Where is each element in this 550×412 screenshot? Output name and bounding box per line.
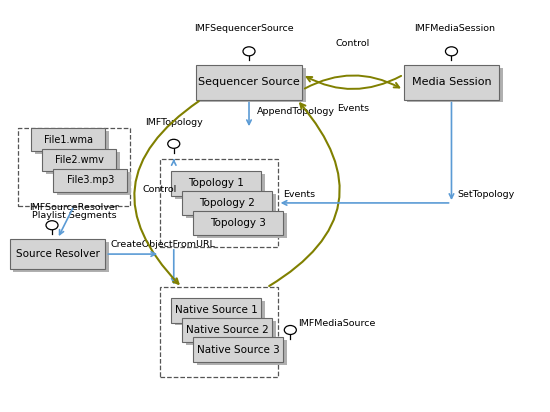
Bar — [160, 288, 278, 377]
FancyBboxPatch shape — [57, 172, 131, 194]
Text: Playlist Segments: Playlist Segments — [31, 211, 116, 220]
FancyBboxPatch shape — [46, 152, 120, 174]
Text: Control: Control — [143, 185, 177, 194]
FancyBboxPatch shape — [42, 149, 116, 171]
FancyBboxPatch shape — [186, 194, 276, 218]
Text: IMFMediaSession: IMFMediaSession — [414, 24, 494, 33]
FancyBboxPatch shape — [182, 191, 272, 215]
FancyArrowPatch shape — [305, 75, 399, 89]
FancyArrowPatch shape — [134, 101, 199, 284]
Text: Control: Control — [336, 40, 370, 49]
Text: Topology 3: Topology 3 — [210, 218, 266, 228]
Text: Topology 2: Topology 2 — [199, 198, 255, 208]
FancyBboxPatch shape — [404, 65, 499, 100]
FancyArrowPatch shape — [108, 252, 156, 256]
Text: Sequencer Source: Sequencer Source — [198, 77, 300, 87]
FancyArrowPatch shape — [269, 103, 340, 286]
FancyArrowPatch shape — [172, 160, 176, 165]
Bar — [160, 159, 278, 247]
FancyArrowPatch shape — [307, 76, 401, 89]
Text: Native Source 3: Native Source 3 — [197, 344, 279, 355]
FancyArrowPatch shape — [172, 250, 176, 283]
Text: Topology 1: Topology 1 — [188, 178, 244, 189]
FancyBboxPatch shape — [53, 169, 127, 192]
Text: IMFSequencerSource: IMFSequencerSource — [194, 24, 293, 33]
Text: File1.wma: File1.wma — [44, 134, 93, 145]
Text: File2.wmv: File2.wmv — [55, 155, 104, 165]
Text: Native Source 2: Native Source 2 — [186, 325, 268, 335]
FancyBboxPatch shape — [186, 321, 276, 345]
FancyArrowPatch shape — [247, 103, 251, 124]
Text: Events: Events — [337, 104, 369, 113]
Text: Source Resolver: Source Resolver — [15, 249, 100, 259]
FancyBboxPatch shape — [175, 174, 265, 199]
FancyBboxPatch shape — [408, 68, 503, 103]
FancyBboxPatch shape — [196, 65, 302, 100]
FancyArrowPatch shape — [449, 102, 454, 198]
FancyBboxPatch shape — [175, 301, 265, 325]
Text: Media Session: Media Session — [411, 77, 491, 87]
FancyArrowPatch shape — [59, 208, 73, 234]
FancyBboxPatch shape — [197, 213, 287, 238]
FancyArrowPatch shape — [282, 201, 449, 205]
Circle shape — [284, 325, 296, 335]
Circle shape — [446, 47, 458, 56]
Circle shape — [46, 221, 58, 230]
FancyBboxPatch shape — [193, 211, 283, 235]
FancyBboxPatch shape — [182, 318, 272, 342]
FancyBboxPatch shape — [31, 128, 106, 151]
Circle shape — [243, 47, 255, 56]
Circle shape — [168, 139, 180, 148]
Bar — [18, 128, 130, 206]
Text: Native Source 1: Native Source 1 — [175, 305, 257, 315]
FancyBboxPatch shape — [200, 68, 306, 103]
Text: IMFSourceResolver: IMFSourceResolver — [29, 203, 119, 212]
FancyBboxPatch shape — [13, 241, 109, 272]
FancyBboxPatch shape — [197, 340, 287, 365]
Text: SetTopology: SetTopology — [457, 190, 514, 199]
Text: File3.mp3: File3.mp3 — [67, 176, 114, 185]
FancyBboxPatch shape — [35, 131, 109, 154]
Text: IMFTopology: IMFTopology — [145, 118, 202, 127]
FancyBboxPatch shape — [171, 298, 261, 323]
Text: Events: Events — [283, 190, 315, 199]
Text: AppendTopology: AppendTopology — [257, 107, 335, 116]
FancyBboxPatch shape — [9, 239, 106, 269]
Text: IMFMediaSource: IMFMediaSource — [299, 319, 376, 328]
Text: CreateObjectFromURL: CreateObjectFromURL — [111, 240, 216, 249]
FancyBboxPatch shape — [171, 171, 261, 196]
FancyBboxPatch shape — [193, 337, 283, 362]
